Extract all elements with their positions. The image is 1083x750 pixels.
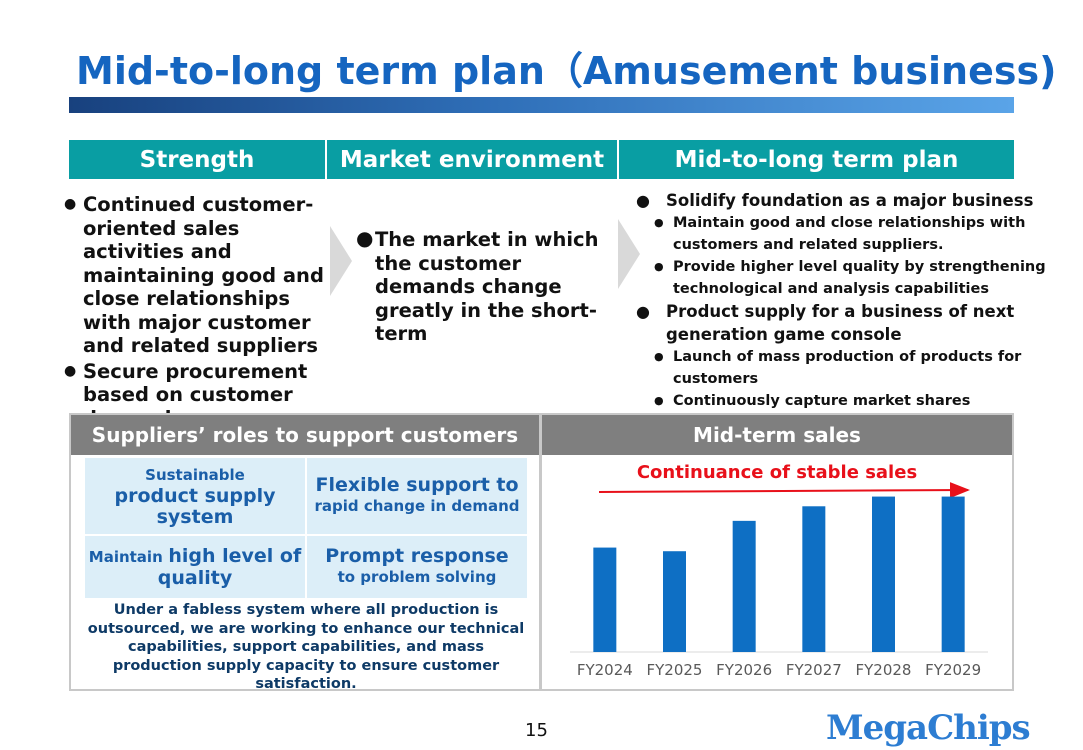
sales-bar-chart: FY2024 FY2025 FY2026 FY2027 FY2028 FY2029 — [542, 455, 1012, 689]
bullet-dot-icon: ● — [64, 360, 76, 384]
role-cell-text: Prompt response — [325, 546, 508, 567]
role-cell-text: Flexible support to — [315, 475, 518, 496]
plan-subitem-text: Provide higher level quality by strength… — [673, 259, 1046, 297]
plan-subitem: ● Maintain good and close relationships … — [636, 212, 1046, 256]
plan-subitem-text: Maintain good and close relationships wi… — [673, 215, 1025, 253]
plan-subitem: ● Continuously capture market shares — [636, 390, 1046, 412]
bullet-dot-icon: ● — [654, 212, 664, 234]
role-cell-text: Sustainable — [145, 465, 245, 486]
market-text: The market in which the customer demands… — [375, 228, 598, 345]
bar-fy2026 — [733, 521, 756, 652]
suppliers-heading: Suppliers’ roles to support customers — [71, 415, 539, 455]
role-cell-text: to problem solving — [338, 567, 497, 588]
header-plan: Mid-to-long term plan — [619, 140, 1014, 179]
bar-fy2027 — [802, 506, 825, 652]
plan-column: ● Solidify foundation as a major busines… — [636, 189, 1046, 412]
plan-subitem-text: Launch of mass production of products fo… — [673, 349, 1021, 387]
plan-item-text: Solidify foundation as a major business — [666, 191, 1033, 210]
plan-subitem: ● Provide higher level quality by streng… — [636, 256, 1046, 300]
role-cell-response: Prompt response to problem solving — [307, 536, 527, 598]
header-strength: Strength — [69, 140, 327, 179]
plan-item: ● Product supply for a business of next … — [636, 300, 1046, 346]
sales-panel: Mid-term sales Continuance of stable sal… — [540, 413, 1014, 691]
trend-arrow-icon — [599, 490, 968, 492]
suppliers-grid: Sustainable product supply system Flexib… — [85, 458, 527, 598]
x-tick-label: FY2029 — [925, 661, 981, 679]
role-cell-text: product supply system — [85, 486, 305, 528]
plan-item: ● Solidify foundation as a major busines… — [636, 189, 1046, 212]
header-market: Market environment — [327, 140, 619, 179]
role-cell-text: Maintain — [89, 548, 163, 566]
bar-fy2025 — [663, 551, 686, 652]
bullet-dot-icon: ● — [654, 346, 664, 368]
role-cell-text: high level of quality — [158, 545, 301, 589]
plan-subitem-text: Continuously capture market shares — [673, 393, 970, 409]
bullet-dot-icon: ● — [356, 227, 373, 251]
role-cell-flexible: Flexible support to rapid change in dema… — [307, 458, 527, 534]
chevron-right-icon — [330, 226, 352, 296]
role-cell-quality: Maintain high level of quality — [85, 536, 305, 598]
strength-bullet: ● Continued customer-oriented sales acti… — [64, 193, 334, 358]
market-column: ● The market in which the customer deman… — [356, 228, 608, 346]
bullet-dot-icon: ● — [636, 300, 650, 323]
x-tick-label: FY2026 — [716, 661, 772, 679]
page-number: 15 — [525, 720, 548, 741]
role-cell-supply: Sustainable product supply system — [85, 458, 305, 534]
suppliers-panel: Suppliers’ roles to support customers Su… — [69, 413, 541, 691]
x-tick-label: FY2024 — [577, 661, 633, 679]
page-title: Mid-to-long term plan（Amusement business… — [76, 40, 1057, 95]
bullet-dot-icon: ● — [64, 193, 76, 217]
bullet-dot-icon: ● — [636, 189, 650, 212]
role-cell-text: rapid change in demand — [315, 496, 520, 517]
bullet-dot-icon: ● — [654, 256, 664, 278]
megachips-logo: MegaChips — [826, 708, 1030, 748]
market-bullet: ● The market in which the customer deman… — [356, 228, 608, 346]
bar-fy2028 — [872, 497, 895, 652]
x-tick-label: FY2025 — [647, 661, 703, 679]
strength-column: ● Continued customer-oriented sales acti… — [64, 193, 334, 430]
x-tick-label: FY2027 — [786, 661, 842, 679]
strength-text-1: Continued customer-oriented sales activi… — [83, 193, 324, 357]
plan-item-text: Product supply for a business of next ge… — [666, 302, 1014, 344]
column-headers: Strength Market environment Mid-to-long … — [69, 140, 1014, 179]
title-gradient-bar — [69, 97, 1014, 113]
fabless-note: Under a fabless system where all product… — [85, 601, 527, 694]
x-tick-label: FY2028 — [856, 661, 912, 679]
sales-heading: Mid-term sales — [542, 415, 1012, 455]
bar-fy2029 — [942, 497, 965, 652]
bullet-dot-icon: ● — [654, 390, 664, 412]
plan-subitem: ● Launch of mass production of products … — [636, 346, 1046, 390]
bar-fy2024 — [593, 548, 616, 652]
